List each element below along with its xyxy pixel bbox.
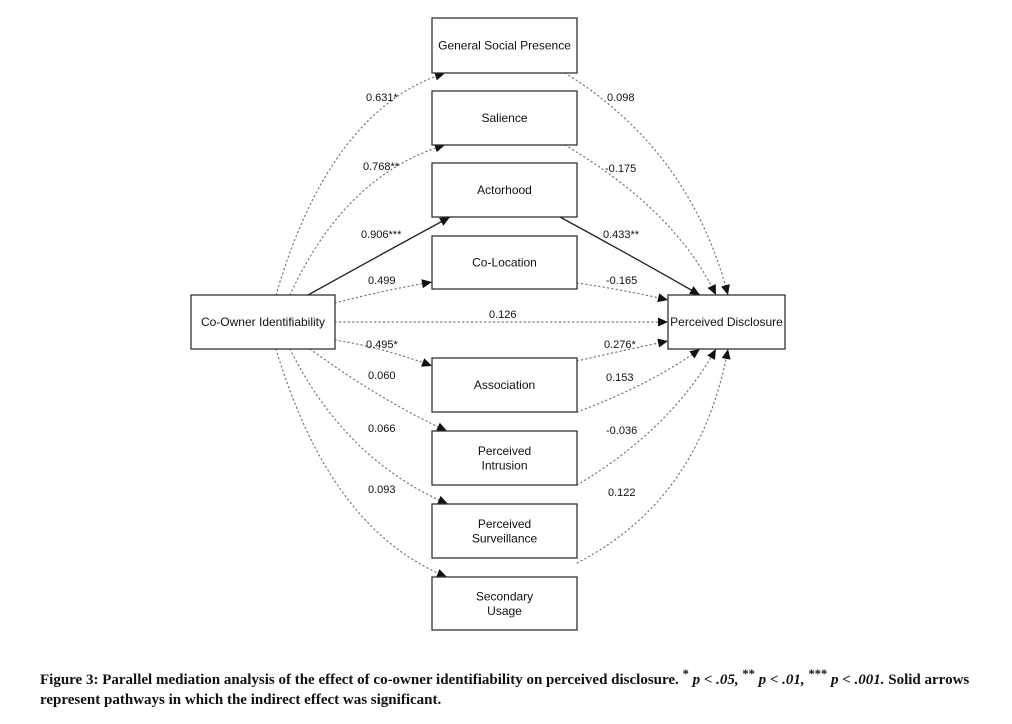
coef-b-8: 0.122 [608,487,636,499]
path-b-3-arrowhead-icon [689,286,700,295]
path-b-7-arrowhead-icon [707,349,716,360]
figure-caption: Figure 3: Parallel mediation analysis of… [40,664,975,710]
coef-b-1: 0.098 [607,92,635,104]
path-b-8 [576,348,729,564]
caption-sig1-text: p < .05, [692,672,739,688]
caption-sig1-stars: * [682,667,689,681]
coef-b-3: 0.433** [603,229,640,241]
coef-b-5: 0.276* [604,339,637,351]
node-co-owner-identifiability: Co-Owner Identifiability [190,294,336,350]
path-b-2-arrowhead-icon [707,284,716,295]
node-co-location: Co-Location [431,235,578,290]
node-association: Association [431,357,578,413]
coef-a-1: 0.631* [366,92,399,104]
path-a-2-arrowhead-icon [434,143,445,153]
node-perceived-surveillance-label: Perceived [478,517,531,531]
path-a-5-arrowhead-icon [421,358,432,367]
path-a-4-arrowhead-icon [421,279,432,289]
node-secondary-usage-label: Usage [487,604,522,618]
path-b-4-arrowhead-icon [657,293,668,303]
caption-sig2-text: p < .01, [758,672,805,688]
labels-layer: 0.631* 0.768** 0.906*** 0.499 0.495* 0.060 0.0… [361,92,640,499]
node-actorhood-box [431,162,578,218]
caption-sig3-text: p < .001. [830,672,885,688]
node-perceived-intrusion-label: Perceived [478,444,531,458]
coef-direct: 0.126 [489,309,517,321]
nodes-layer: Co-Owner Identifiability Perceived Disclo… [190,17,786,631]
path-direct-arrowhead-icon [658,317,668,327]
mediation-diagram: Co-Owner Identifiability Perceived Disclo… [190,17,786,631]
caption-sig2-stars: ** [742,667,755,681]
node-actorhood: Actorhood [431,162,578,218]
node-association-label: Association [474,378,535,392]
path-a-8-arrowhead-icon [436,569,447,578]
node-general-social-presence: General Social Presence [431,17,578,74]
path-a-3 [307,216,451,296]
path-b-5-arrowhead-icon [657,338,668,348]
path-b-1-arrowhead-icon [721,284,730,295]
coef-a-7: 0.066 [368,423,396,435]
path-b-2 [564,144,717,296]
node-secondary-usage-box [431,576,578,631]
node-association-box [431,357,578,413]
path-a-8 [275,348,448,578]
coef-b-6: 0.153 [606,372,634,384]
caption-lead: Figure 3: Parallel mediation analysis of… [40,672,679,688]
coef-a-8: 0.093 [368,484,396,496]
node-salience-box [431,90,578,146]
node-co-owner-identifiability-box [190,294,336,350]
path-b-6-arrowhead-icon [689,349,700,359]
node-perceived-disclosure: Perceived Disclosure [667,294,786,350]
node-salience-label: Salience [481,111,527,125]
node-perceived-intrusion-label: Intrusion [481,458,527,472]
node-salience: Salience [431,90,578,146]
node-perceived-intrusion-box [431,430,578,486]
coef-a-4: 0.499 [368,275,396,287]
path-a-3-arrowhead-icon [439,217,450,226]
caption-tail: Solid arrows represent pathways in which… [40,672,970,708]
path-a-2 [289,144,446,296]
coef-a-2: 0.768** [363,161,400,173]
path-b-7 [576,348,717,486]
path-b-8-arrowhead-icon [721,349,731,360]
path-b-1 [564,72,729,296]
node-perceived-surveillance-label: Surveillance [472,531,538,545]
path-b-6 [576,348,701,413]
coef-a-3: 0.906*** [361,229,402,241]
coef-a-5: 0.495* [366,339,399,351]
node-general-social-presence-box [431,17,578,74]
node-co-location-box [431,235,578,290]
coef-a-6: 0.060 [368,370,396,382]
node-co-owner-identifiability-label: Co-Owner Identifiability [201,315,325,329]
path-a-6-arrowhead-icon [436,422,447,431]
node-perceived-disclosure-box [667,294,786,350]
coef-b-2: -0.175 [605,163,636,175]
coef-b-7: -0.036 [606,425,637,437]
path-a-7-arrowhead-icon [437,495,448,505]
node-general-social-presence-label: General Social Presence [438,39,571,53]
coef-b-4: -0.165 [606,275,637,287]
node-perceived-surveillance-box [431,503,578,559]
path-b-3 [559,216,701,296]
node-co-location-label: Co-Location [472,256,537,270]
paths-layer [275,71,731,578]
caption-sig3-stars: *** [808,667,828,681]
path-a-1 [275,72,446,296]
path-a-7 [289,348,449,505]
node-actorhood-label: Actorhood [477,183,532,197]
path-a-6 [309,348,448,432]
node-perceived-disclosure-label: Perceived Disclosure [670,315,783,329]
path-a-1-arrowhead-icon [434,71,445,81]
node-secondary-usage-label: Secondary [476,589,533,603]
